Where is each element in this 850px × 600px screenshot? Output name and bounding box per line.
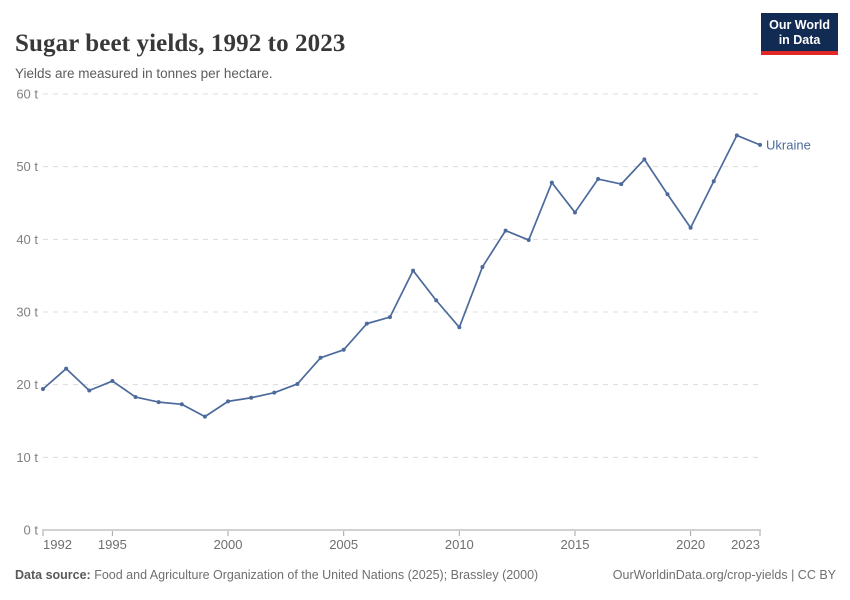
data-source-text: Food and Agriculture Organization of the… bbox=[90, 568, 539, 582]
data-point[interactable] bbox=[457, 325, 462, 330]
owid-logo-line1: Our World bbox=[769, 18, 830, 32]
data-point[interactable] bbox=[318, 355, 323, 360]
y-tick-label: 10 t bbox=[16, 450, 38, 465]
x-tick-label: 2005 bbox=[329, 537, 358, 552]
x-tick-label: 1995 bbox=[98, 537, 127, 552]
data-point[interactable] bbox=[434, 298, 439, 303]
data-point[interactable] bbox=[758, 142, 762, 147]
data-point[interactable] bbox=[41, 387, 45, 392]
data-point[interactable] bbox=[596, 177, 601, 182]
data-point[interactable] bbox=[179, 402, 184, 407]
attribution-link[interactable]: OurWorldinData.org/crop-yields | CC BY bbox=[612, 568, 836, 582]
y-tick-label: 30 t bbox=[16, 305, 38, 320]
data-point[interactable] bbox=[133, 395, 138, 400]
data-point[interactable] bbox=[526, 238, 531, 243]
data-source-note: Data source: Food and Agriculture Organi… bbox=[15, 568, 538, 582]
data-point[interactable] bbox=[341, 347, 346, 352]
chart-subtitle: Yields are measured in tonnes per hectar… bbox=[15, 65, 273, 81]
x-tick-label: 1992 bbox=[43, 537, 72, 552]
y-tick-label: 60 t bbox=[16, 87, 38, 102]
series-line-ukraine[interactable] bbox=[42, 134, 761, 418]
owid-logo-line2: in Data bbox=[778, 32, 821, 47]
data-point[interactable] bbox=[364, 321, 369, 326]
data-point[interactable] bbox=[572, 210, 577, 215]
data-point[interactable] bbox=[272, 390, 277, 395]
x-tick-label: 2010 bbox=[445, 537, 474, 552]
data-point[interactable] bbox=[387, 315, 392, 320]
page-title: Sugar beet yields, 1992 to 2023 bbox=[15, 29, 346, 57]
series-end-label: Ukraine bbox=[766, 137, 811, 152]
data-point[interactable] bbox=[549, 180, 554, 185]
y-tick-label: 20 t bbox=[16, 377, 38, 392]
data-source-label: Data source: bbox=[15, 568, 91, 582]
data-point[interactable] bbox=[665, 192, 670, 197]
x-tick-label: 2020 bbox=[676, 537, 705, 552]
data-point[interactable] bbox=[226, 399, 231, 404]
data-point[interactable] bbox=[503, 228, 508, 233]
data-point[interactable] bbox=[156, 400, 161, 405]
data-point[interactable] bbox=[87, 388, 92, 393]
data-point[interactable] bbox=[642, 157, 647, 162]
chart-footer: Data source: Food and Agriculture Organi… bbox=[15, 568, 836, 582]
x-tick-label: 2000 bbox=[214, 537, 243, 552]
y-tick-label: 50 t bbox=[16, 159, 38, 174]
data-point[interactable] bbox=[619, 182, 624, 187]
data-point[interactable] bbox=[295, 381, 300, 386]
data-point[interactable] bbox=[249, 395, 254, 400]
data-point[interactable] bbox=[110, 379, 115, 384]
data-point[interactable] bbox=[688, 225, 693, 230]
data-point[interactable] bbox=[64, 366, 69, 371]
data-point[interactable] bbox=[734, 133, 739, 138]
x-tick-label: 2015 bbox=[561, 537, 590, 552]
y-tick-label: 0 t bbox=[24, 523, 39, 538]
x-tick-label: 2023 bbox=[731, 537, 760, 552]
y-tick-label: 40 t bbox=[16, 232, 38, 247]
owid-logo[interactable]: Our World in Data bbox=[761, 13, 838, 55]
data-point[interactable] bbox=[480, 264, 485, 269]
data-point[interactable] bbox=[711, 179, 716, 184]
data-point[interactable] bbox=[202, 414, 207, 419]
data-point[interactable] bbox=[411, 268, 416, 273]
